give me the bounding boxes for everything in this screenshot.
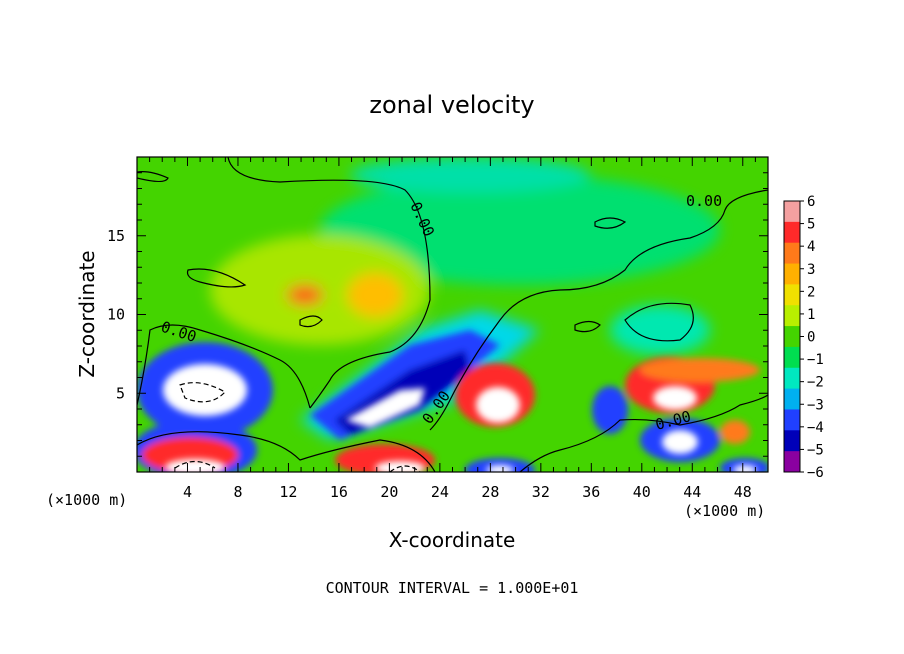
field-red-upper xyxy=(287,285,323,305)
colorbar-tick-label: 3 xyxy=(807,262,815,278)
colorbar-swatch xyxy=(784,388,800,410)
field-orange-small xyxy=(720,420,750,444)
contour-label: 0.00 xyxy=(686,192,722,210)
contour-zero-left xyxy=(137,324,311,409)
colorbar-swatch xyxy=(784,263,800,285)
colorbar-tick-label: 6 xyxy=(807,194,815,210)
x-tick-label: 20 xyxy=(380,483,398,501)
x-tick-label: 8 xyxy=(233,483,242,501)
field-white-left xyxy=(163,364,247,416)
field-blue-small xyxy=(592,386,628,434)
colorbar-swatch xyxy=(784,284,800,306)
x-tick-label: 24 xyxy=(431,483,449,501)
contour-zero-upper xyxy=(227,157,431,409)
y-tick-label: 15 xyxy=(107,227,125,245)
x-tick-label: 36 xyxy=(582,483,600,501)
colorbar-tick-label: 5 xyxy=(807,217,815,233)
contour-loop-1 xyxy=(186,268,247,288)
colorbar-tick-label: −5 xyxy=(807,442,824,458)
colorbar-swatch xyxy=(784,367,800,390)
contour-zero-right xyxy=(429,189,768,431)
colorbar: 6 5 4 3 2 1 0 −1 −2 −3 −4 −5 −6 xyxy=(783,194,824,481)
x-tick-label: 40 xyxy=(633,483,651,501)
contour-lines xyxy=(137,157,768,472)
contour-interval-footer: CONTOUR INTERVAL = 1.000E+01 xyxy=(326,579,579,597)
x-tick-label: 16 xyxy=(330,483,348,501)
colorbar-swatch xyxy=(784,451,800,473)
field-cyan-top xyxy=(350,157,590,193)
x-tick-label: 28 xyxy=(481,483,499,501)
x-tick-label: 12 xyxy=(279,483,297,501)
field-white-bottom-right xyxy=(733,465,757,472)
x-tick-label: 4 xyxy=(183,483,192,501)
field-cyan-right xyxy=(610,305,710,355)
contour-loop-3 xyxy=(594,217,627,229)
colorbar-tick-label: 1 xyxy=(807,307,815,323)
field-white-diagonal xyxy=(345,388,425,428)
field-white-bottom-mid xyxy=(375,461,425,472)
x-tick-label: 32 xyxy=(532,483,550,501)
contour-zero-top xyxy=(137,171,169,183)
contour-zero-lower-right xyxy=(519,394,768,472)
colorbar-swatch xyxy=(784,305,800,327)
field-white-bottom-left xyxy=(165,459,225,472)
x-tick-label: 48 xyxy=(734,483,752,501)
x-axis-label: X-coordinate xyxy=(389,528,516,552)
contour-loop-4 xyxy=(624,302,694,342)
y-tick-label: 5 xyxy=(116,384,125,402)
contour-loop-5 xyxy=(574,320,601,333)
field-white-right xyxy=(653,386,697,410)
x-tick-label: 44 xyxy=(683,483,701,501)
colorbar-swatch xyxy=(784,346,800,369)
contour-zero-lower xyxy=(137,431,436,472)
colorbar-swatch xyxy=(784,430,800,452)
y-tick-label: 10 xyxy=(107,306,125,324)
colorbar-swatch xyxy=(784,326,800,348)
x-units-right: (×1000 m) xyxy=(684,502,765,520)
field-white-bottom-center xyxy=(486,465,514,472)
chart-title: zonal velocity xyxy=(369,91,534,119)
colorbar-swatch xyxy=(784,242,800,265)
colorbar-tick-label: 2 xyxy=(807,284,815,300)
y-axis: 5 10 15 xyxy=(107,156,768,473)
contour-negative-1 xyxy=(179,382,226,403)
colorbar-swatch xyxy=(784,409,800,431)
colorbar-tick-label: −4 xyxy=(807,420,824,436)
colorbar-tick-label: −2 xyxy=(807,375,824,391)
field-orange-right xyxy=(640,358,760,382)
heatmap-field xyxy=(137,157,768,472)
colorbar-swatch xyxy=(784,221,800,244)
x-units-left: (×1000 m) xyxy=(46,491,127,509)
colorbar-swatch xyxy=(784,201,800,223)
field-cyan-upper xyxy=(320,175,720,285)
y-axis-label: Z-coordinate xyxy=(75,250,99,377)
x-axis: 4 8 12 16 20 24 28 32 36 40 44 48 xyxy=(136,157,769,501)
field-white-center xyxy=(476,387,520,423)
contour-negative-3 xyxy=(389,465,421,472)
contour-negative-2 xyxy=(174,460,216,469)
contour-loop-2 xyxy=(299,315,323,328)
colorbar-tick-label: −1 xyxy=(807,352,824,368)
colorbar-tick-label: −6 xyxy=(807,465,824,481)
field-orange-upper xyxy=(347,273,403,317)
colorbar-tick-label: 0 xyxy=(807,330,815,346)
colorbar-tick-label: 4 xyxy=(807,239,815,255)
field-white-right-low xyxy=(662,430,698,454)
colorbar-tick-label: −3 xyxy=(807,397,824,413)
